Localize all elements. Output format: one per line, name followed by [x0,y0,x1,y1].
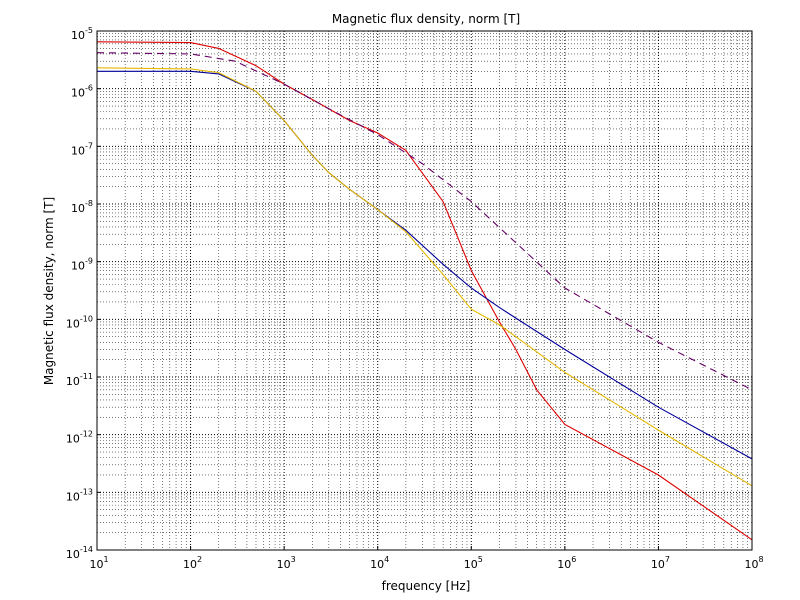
y-tick-label: 10-13 [66,487,93,503]
y-tick-label: 10-7 [71,141,93,157]
x-tick-label: 108 [744,555,763,571]
y-tick-label: 10-8 [71,199,93,215]
x-tick-label: 104 [370,555,389,571]
y-tick-label: 10-5 [71,26,93,42]
y-axis-label: Magnetic flux density, norm [T] [42,197,56,385]
series-group [96,41,753,541]
plot-border [96,30,753,551]
series-line-1 [96,41,753,541]
y-tick-label: 10-11 [66,372,93,388]
x-tick-label: 107 [651,555,670,571]
x-tick-label: 102 [183,555,202,571]
grid [97,31,752,550]
y-tick-label: 10-10 [66,314,93,330]
y-axis-ticks: 10-5 10-6 10-7 10-8 10-9 10-10 10-11 10-12 10-13… [66,26,101,561]
y-tick-label: 10-9 [71,257,93,273]
x-axis-ticks: 101 102 103 104 105 106 107 108 [89,546,764,571]
y-tick-label: 10-6 [71,84,93,100]
x-tick-label: 103 [277,555,296,571]
y-tick-label: 10-14 [66,545,93,561]
chart-title: Magnetic flux density, norm [T] [332,12,520,26]
plot-area [96,30,753,551]
series-line-4 [96,67,753,487]
series-line-2 [96,52,753,391]
x-tick-label: 105 [464,555,483,571]
x-tick-label: 106 [557,555,576,571]
x-axis-label: frequency [Hz] [382,579,471,593]
y-tick-label: 10-12 [66,430,93,446]
x-tick-label: 101 [89,555,108,571]
